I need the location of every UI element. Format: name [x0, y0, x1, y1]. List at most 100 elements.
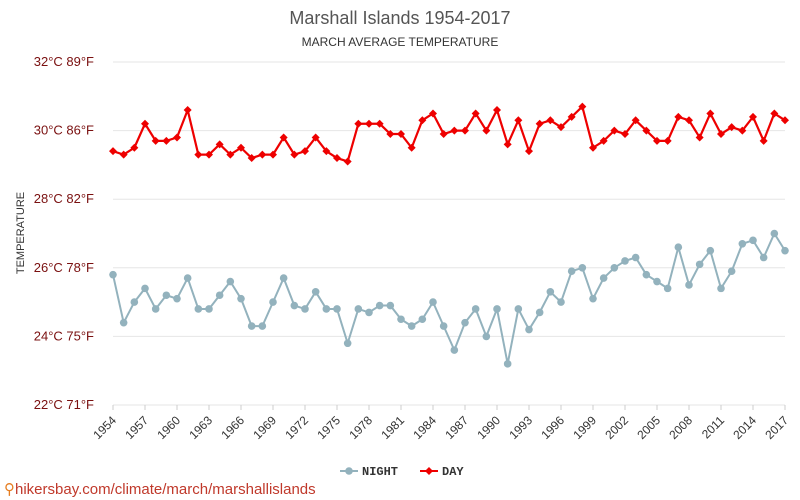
day-point[interactable] [749, 112, 757, 121]
day-point[interactable] [535, 119, 544, 128]
night-point[interactable] [706, 246, 715, 255]
day-point[interactable] [482, 126, 491, 135]
night-point[interactable] [642, 270, 651, 279]
night-point[interactable] [226, 277, 235, 286]
night-point[interactable] [749, 236, 757, 245]
night-point[interactable] [247, 322, 256, 330]
night-point[interactable] [610, 264, 619, 272]
night-point[interactable] [557, 298, 565, 306]
night-point[interactable] [386, 301, 395, 310]
night-point[interactable] [599, 274, 608, 282]
day-point[interactable] [621, 130, 629, 139]
day-point[interactable] [738, 126, 747, 135]
day-point[interactable] [173, 133, 181, 142]
day-point[interactable] [578, 102, 587, 111]
day-point[interactable] [439, 130, 448, 139]
day-point[interactable] [610, 126, 619, 135]
day-point[interactable] [141, 119, 149, 128]
day-point[interactable] [151, 136, 160, 145]
day-point[interactable] [567, 112, 576, 121]
night-point[interactable] [333, 305, 341, 313]
night-point[interactable] [450, 346, 459, 354]
day-point[interactable] [258, 150, 267, 159]
night-point[interactable] [503, 360, 512, 368]
day-point[interactable] [205, 150, 213, 159]
night-point[interactable] [237, 294, 245, 303]
night-point[interactable] [471, 305, 480, 313]
night-point[interactable] [130, 298, 139, 306]
night-point[interactable] [269, 298, 277, 306]
night-point[interactable] [663, 284, 672, 293]
night-point[interactable] [183, 274, 192, 282]
night-point[interactable] [631, 253, 640, 262]
footer-link[interactable]: ⚲hikersbay.com/climate/march/marshallisl… [4, 480, 316, 498]
day-point[interactable] [759, 136, 768, 145]
day-point[interactable] [119, 150, 128, 159]
day-point[interactable] [301, 147, 309, 156]
day-point[interactable] [375, 119, 384, 128]
day-point[interactable] [247, 154, 256, 163]
day-point[interactable] [429, 109, 437, 118]
night-point[interactable] [290, 301, 299, 310]
day-point[interactable] [546, 116, 555, 125]
night-point[interactable] [215, 291, 224, 300]
day-point[interactable] [599, 136, 608, 145]
day-point[interactable] [322, 147, 331, 156]
legend-item-day[interactable]: DAY [420, 465, 464, 479]
night-point[interactable] [301, 305, 309, 313]
day-point[interactable] [727, 123, 736, 132]
night-point[interactable] [567, 267, 576, 276]
day-point[interactable] [162, 136, 171, 145]
day-point[interactable] [653, 136, 661, 145]
day-point[interactable] [183, 106, 192, 115]
day-point[interactable] [279, 133, 288, 142]
day-point[interactable] [130, 143, 139, 152]
day-point[interactable] [407, 143, 416, 152]
night-point[interactable] [375, 301, 384, 310]
day-point[interactable] [226, 150, 235, 159]
night-point[interactable] [173, 294, 181, 303]
night-point[interactable] [354, 305, 363, 313]
night-point[interactable] [397, 315, 405, 324]
day-point[interactable] [525, 147, 533, 156]
legend-item-night[interactable]: NIGHT [340, 465, 398, 479]
day-point[interactable] [194, 150, 203, 159]
night-point[interactable] [717, 284, 725, 293]
night-point[interactable] [343, 339, 352, 348]
night-point[interactable] [738, 239, 747, 248]
night-point[interactable] [695, 260, 704, 269]
night-point[interactable] [770, 229, 779, 238]
night-point[interactable] [429, 298, 437, 306]
day-point[interactable] [471, 109, 480, 118]
night-point[interactable] [258, 322, 267, 330]
legend[interactable]: NIGHT DAY [340, 465, 464, 479]
night-point[interactable] [589, 294, 597, 303]
night-point[interactable] [685, 281, 693, 289]
night-point[interactable] [781, 246, 789, 255]
day-point[interactable] [397, 130, 405, 139]
day-point[interactable] [589, 143, 597, 152]
night-point[interactable] [141, 284, 149, 293]
night-point[interactable] [653, 277, 661, 286]
night-point[interactable] [461, 318, 469, 327]
night-point[interactable] [109, 270, 117, 279]
day-point[interactable] [461, 126, 469, 135]
night-point[interactable] [482, 332, 491, 341]
night-point[interactable] [759, 253, 768, 262]
day-point[interactable] [109, 147, 117, 156]
day-point[interactable] [514, 116, 523, 125]
day-point[interactable] [450, 126, 459, 135]
day-point[interactable] [674, 112, 683, 121]
day-point[interactable] [343, 157, 352, 166]
day-point[interactable] [418, 116, 427, 125]
day-point[interactable] [503, 140, 512, 149]
night-point[interactable] [311, 288, 320, 296]
night-point[interactable] [514, 305, 523, 313]
day-point[interactable] [717, 130, 725, 139]
day-point[interactable] [386, 130, 395, 139]
day-point[interactable] [215, 140, 224, 149]
night-point[interactable] [279, 274, 288, 282]
day-point[interactable] [770, 109, 779, 118]
night-point[interactable] [525, 325, 533, 334]
night-point[interactable] [194, 305, 203, 313]
